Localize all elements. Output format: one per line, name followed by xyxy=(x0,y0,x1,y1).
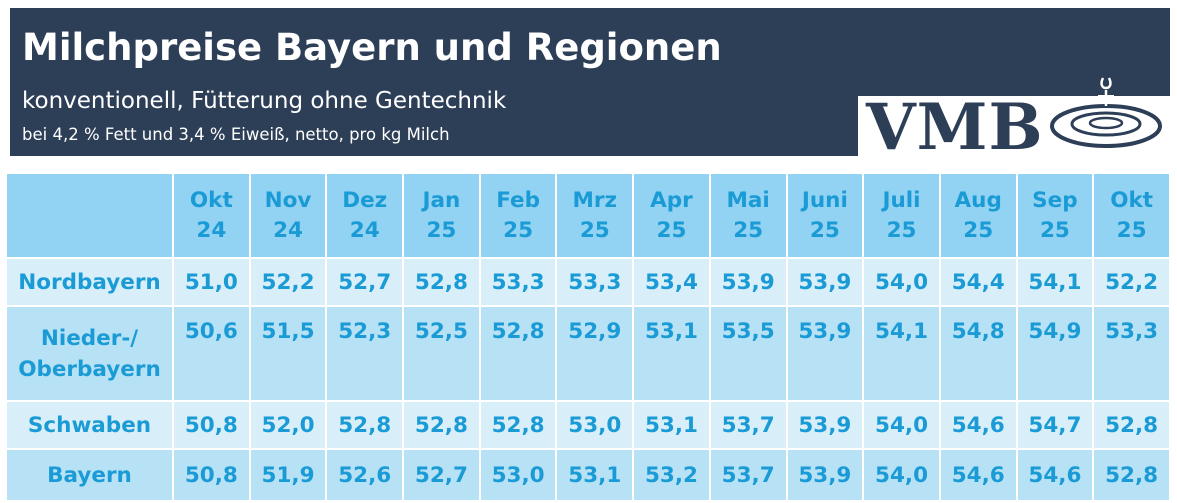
column-header: Okt 24 xyxy=(174,174,249,257)
price-cell: 52,3 xyxy=(327,307,403,400)
price-cell: 50,8 xyxy=(174,450,249,500)
column-header: Jan 25 xyxy=(404,174,479,257)
price-cell: 53,9 xyxy=(787,402,863,448)
column-header: Mai 25 xyxy=(710,174,786,257)
price-table: Okt 24 Nov 24 Dez 24 Jan 25 Feb 25 Mrz 25 Apr 2… xyxy=(5,172,1171,502)
price-cell: 54,6 xyxy=(1017,450,1093,500)
price-cell: 53,2 xyxy=(634,450,709,500)
price-cell: 54,1 xyxy=(864,307,939,400)
price-cell: 52,8 xyxy=(1094,402,1169,448)
price-cell: 51,5 xyxy=(250,307,326,400)
price-cell: 52,8 xyxy=(1094,450,1169,500)
price-cell: 53,9 xyxy=(787,259,863,305)
price-cell: 52,8 xyxy=(480,402,556,448)
row-label: Schwaben xyxy=(7,402,172,448)
column-header: Aug 25 xyxy=(940,174,1016,257)
price-cell: 53,3 xyxy=(1094,307,1169,400)
price-cell: 51,0 xyxy=(174,259,249,305)
price-cell: 54,7 xyxy=(1017,402,1093,448)
price-cell: 53,0 xyxy=(480,450,556,500)
page-title: Milchpreise Bayern und Regionen xyxy=(22,26,722,69)
row-label: Nieder-/Oberbayern xyxy=(7,307,172,400)
price-cell: 52,2 xyxy=(250,259,326,305)
price-cell: 54,6 xyxy=(940,450,1016,500)
price-cell: 50,6 xyxy=(174,307,249,400)
column-header: Feb 25 xyxy=(480,174,556,257)
column-header: Dez 24 xyxy=(327,174,403,257)
column-header: Okt 25 xyxy=(1094,174,1169,257)
price-cell: 53,3 xyxy=(480,259,556,305)
price-cell: 52,6 xyxy=(327,450,403,500)
price-cell: 53,1 xyxy=(634,402,709,448)
price-cell: 53,9 xyxy=(710,259,786,305)
table-header-row: Okt 24 Nov 24 Dez 24 Jan 25 Feb 25 Mrz 25 Apr 2… xyxy=(7,174,1169,257)
table-row: Nieder-/Oberbayern 50,6 51,5 52,3 52,5 5… xyxy=(7,307,1169,400)
price-cell: 53,1 xyxy=(557,450,633,500)
price-cell: 52,9 xyxy=(557,307,633,400)
price-cell: 50,8 xyxy=(174,402,249,448)
price-cell: 53,0 xyxy=(557,402,633,448)
column-header: Nov 24 xyxy=(250,174,326,257)
price-cell: 53,3 xyxy=(557,259,633,305)
price-cell: 52,2 xyxy=(1094,259,1169,305)
price-cell: 52,8 xyxy=(404,259,479,305)
price-cell: 53,7 xyxy=(710,402,786,448)
milk-drop-logo-icon xyxy=(1050,77,1162,148)
page-note: bei 4,2 % Fett und 3,4 % Eiweiß, netto, … xyxy=(22,125,450,144)
price-cell: 52,7 xyxy=(327,259,403,305)
column-header: Juli 25 xyxy=(864,174,939,257)
price-cell: 52,8 xyxy=(480,307,556,400)
price-cell: 52,7 xyxy=(404,450,479,500)
price-cell: 53,9 xyxy=(787,450,863,500)
price-cell: 54,9 xyxy=(1017,307,1093,400)
price-cell: 52,8 xyxy=(404,402,479,448)
column-header: Mrz 25 xyxy=(557,174,633,257)
price-cell: 53,9 xyxy=(787,307,863,400)
column-header: Sep 25 xyxy=(1017,174,1093,257)
price-cell: 54,0 xyxy=(864,402,939,448)
price-cell: 54,4 xyxy=(940,259,1016,305)
table-row: Nordbayern 51,0 52,2 52,7 52,8 53,3 53,3… xyxy=(7,259,1169,305)
row-label: Bayern xyxy=(7,450,172,500)
price-cell: 54,1 xyxy=(1017,259,1093,305)
price-cell: 54,8 xyxy=(940,307,1016,400)
price-cell: 54,6 xyxy=(940,402,1016,448)
price-cell: 51,9 xyxy=(250,450,326,500)
table-row: Bayern 50,8 51,9 52,6 52,7 53,0 53,1 53,… xyxy=(7,450,1169,500)
table-row: Schwaben 50,8 52,0 52,8 52,8 52,8 53,0 5… xyxy=(7,402,1169,448)
price-cell: 53,5 xyxy=(710,307,786,400)
column-header: Apr 25 xyxy=(634,174,709,257)
logo: VMB xyxy=(858,77,1170,157)
price-cell: 54,0 xyxy=(864,259,939,305)
logo-text: VMB xyxy=(866,90,1044,157)
page-subtitle: konventionell, Fütterung ohne Gentechnik xyxy=(22,88,507,114)
price-cell: 52,5 xyxy=(404,307,479,400)
price-cell: 53,4 xyxy=(634,259,709,305)
row-label: Nordbayern xyxy=(7,259,172,305)
column-header: Juni 25 xyxy=(787,174,863,257)
price-cell: 53,1 xyxy=(634,307,709,400)
corner-cell xyxy=(7,174,172,257)
header-banner: Milchpreise Bayern und Regionen konventi… xyxy=(10,8,1170,156)
price-cell: 53,7 xyxy=(710,450,786,500)
price-cell: 54,0 xyxy=(864,450,939,500)
price-cell: 52,0 xyxy=(250,402,326,448)
price-cell: 52,8 xyxy=(327,402,403,448)
